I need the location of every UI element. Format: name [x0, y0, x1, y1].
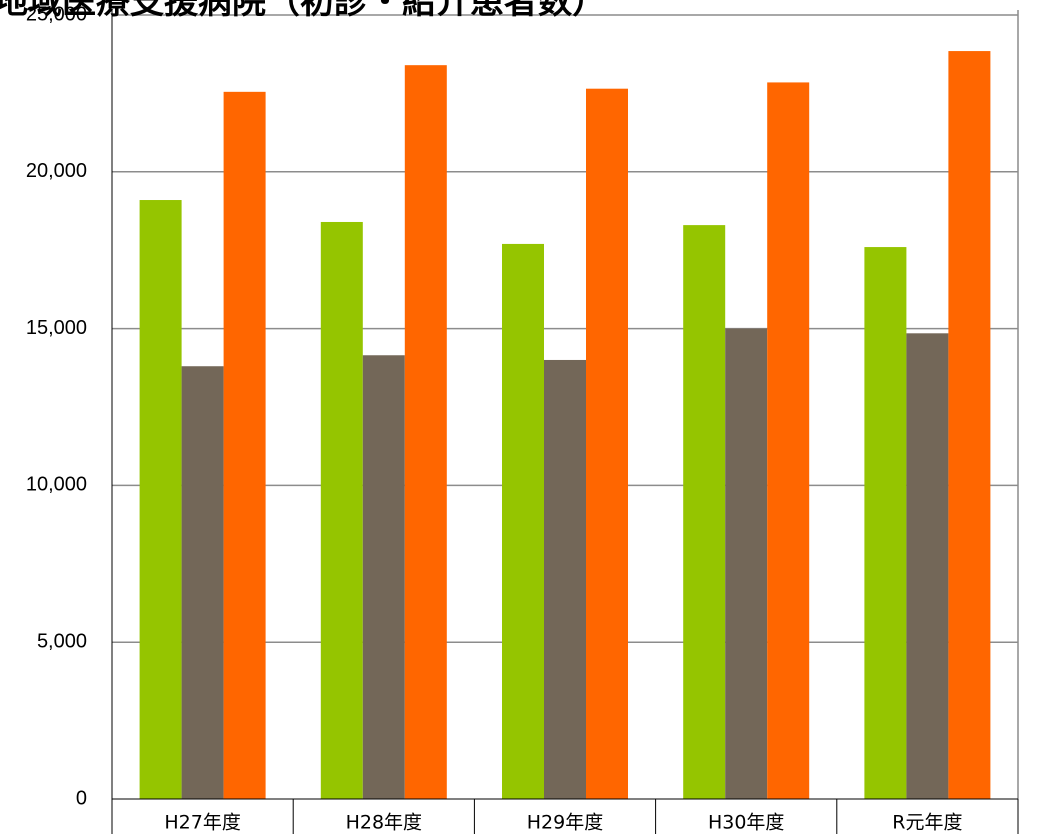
bar [767, 82, 810, 799]
chart-title: 地域医療支援病院（初診・紹介患者数） [0, 0, 606, 22]
bar [502, 243, 544, 800]
y-tick-label: 10,000 [26, 474, 87, 496]
y-tick-label: 0 [76, 787, 87, 809]
y-tick-labels: 0 5,000 10,000 15,000 20,000 25,000 [26, 3, 87, 809]
bar [864, 247, 907, 800]
bar [725, 328, 768, 799]
bar [404, 65, 447, 799]
bar [948, 51, 991, 799]
bar [139, 200, 182, 800]
category-label: H30年度 [708, 812, 784, 834]
category-labels: H27年度 H28年度 H29年度 H30年度 R元年度 [164, 812, 962, 834]
y-tick-label: 25,000 [26, 3, 87, 25]
category-label: R元年度 [892, 812, 962, 834]
bar [683, 225, 726, 799]
bar [181, 366, 224, 799]
bar [906, 333, 949, 799]
category-label: H27年度 [164, 812, 240, 834]
y-tick-label: 20,000 [26, 160, 87, 182]
bar [320, 221, 363, 799]
category-label: H28年度 [346, 812, 422, 834]
axes [111, 10, 1019, 834]
y-tick-label: 5,000 [37, 630, 87, 652]
bars-group [139, 51, 991, 800]
bar [362, 355, 405, 799]
bar [586, 88, 628, 800]
bar [544, 359, 586, 799]
y-tick-label: 15,000 [26, 317, 87, 339]
category-label: H29年度 [527, 812, 603, 834]
bar [223, 91, 266, 799]
